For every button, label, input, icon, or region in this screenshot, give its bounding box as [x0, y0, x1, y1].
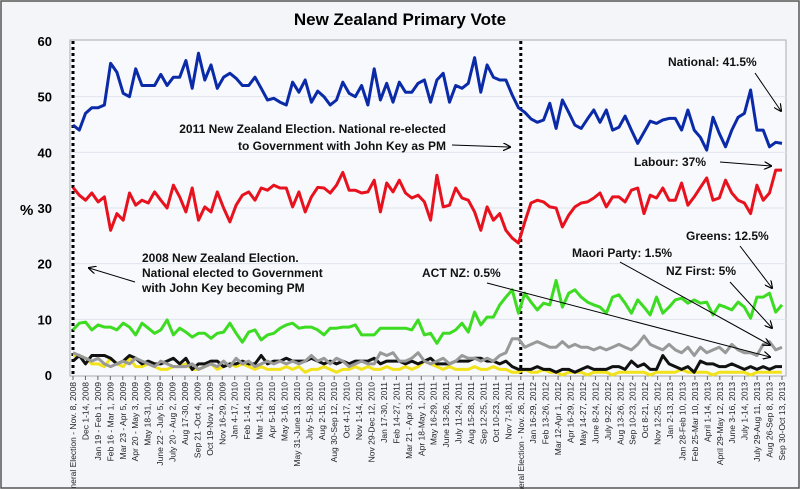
annotation-2008-line1: 2008 New Zealand Election. — [142, 251, 299, 265]
x-tick-label: Aug 13-26, 2012 — [615, 382, 625, 445]
x-tick-label: Feb 25-Mar 10, 2013 — [690, 382, 700, 462]
x-tick-label: Apr 20 - May 3, 2009 — [130, 382, 140, 462]
arrow-greens — [739, 245, 772, 288]
x-tick-label: Nov 29-Dec 12, 2010 — [367, 382, 377, 463]
series-line-nzfirst — [72, 334, 783, 371]
x-tick-label: Feb 13-26, 2012 — [541, 382, 551, 445]
arrow-act — [486, 282, 770, 357]
x-tick-label: Oct 10-23, 2011 — [491, 382, 501, 443]
x-tick-label: Jan 16-29, 2012 — [528, 382, 538, 444]
y-tick-label: 0 — [45, 368, 52, 383]
x-tick-label: June 8-24, 2012 — [590, 382, 600, 444]
x-tick-label: May 31-June 13, 2010 — [292, 382, 302, 467]
y-tick-label: 40 — [38, 145, 52, 160]
arrow-labour — [719, 162, 771, 166]
x-tick-label: Jan 4-17, 2010 — [230, 382, 240, 439]
x-tick-label: May 14-27, 2012 — [578, 382, 588, 446]
annotation-nzfirst: NZ First: 5% — [666, 264, 736, 278]
arrow-2008-election — [89, 268, 136, 283]
x-tick-label: Oct 4-17, 2010 — [342, 382, 352, 439]
x-tick-label: June 13-26, 2011 — [441, 382, 451, 448]
x-tick-label: May 18-31, 2009 — [143, 382, 153, 446]
x-tick-label: Mar 21 - Apr 3, 2011 — [404, 382, 414, 459]
arrow-nzfirst — [729, 281, 772, 328]
x-tick-label: July 11-24, 2011 — [454, 382, 464, 444]
x-tick-label: Sep 21 -Oct 4, 2009 — [192, 382, 202, 458]
x-tick-label: Sep 12-25, 2011 — [478, 382, 488, 444]
x-tick-label: July 29-Aug 11, 2013 — [752, 382, 762, 462]
x-tick-label: Apr 16-29, 2012 — [566, 382, 576, 443]
annotation-2008-line2: National elected to Government — [142, 266, 323, 280]
x-tick-label: Feb 1-14, 2010 — [242, 382, 252, 440]
x-tick-label: July 5-18, 2010 — [304, 382, 314, 440]
x-tick-label: April 1-14, 2013 — [702, 382, 712, 442]
x-tick-label: Sep 30-Oct 13, 2013 — [777, 382, 787, 461]
series-line-maori — [72, 354, 782, 374]
x-tick-label: April 29-May 12, 2013 — [715, 382, 725, 465]
x-tick-label: Oct 19-Nov 1, 2009 — [205, 382, 215, 456]
x-tick-label: Feb 14-27, 2011 — [391, 382, 401, 444]
series-line-national — [72, 51, 783, 152]
x-tick-label: Aug 30-Sep 12, 2010 — [329, 382, 339, 463]
x-tick-label: Nov 7-18, 2011 — [503, 382, 513, 440]
annotation-act: ACT NZ: 0.5% — [422, 266, 501, 280]
x-tick-label: July 20 - Aug 2, 2009 — [168, 382, 178, 462]
x-tick-label: Sep 10-23, 2012 — [628, 382, 638, 445]
arrow-national — [754, 72, 781, 111]
series-line-greens — [71, 278, 784, 345]
x-tick-label: Apr 18-May 1, 2011 — [416, 382, 426, 456]
x-tick-label: Aug 17-30, 2009 — [180, 382, 190, 445]
y-tick-label: 60 — [38, 34, 52, 49]
x-tick-label: General Election - Nov. 8, 2008 — [68, 382, 78, 489]
chart-title: New Zealand Primary Vote — [294, 10, 506, 29]
series-line-labour — [71, 168, 782, 245]
x-tick-label: Feb 16 - Mar 1, 2009 — [105, 382, 115, 462]
x-tick-label: Jan 2-13, 2013 — [665, 382, 675, 439]
x-tick-label: May 3-16, 2010 — [279, 382, 289, 441]
y-tick-label: 50 — [38, 90, 52, 105]
annotation-maori: Maori Party: 1.5% — [572, 246, 672, 260]
y-axis-label: % — [20, 202, 33, 219]
x-tick-label: Mar 12-Apr 1, 2012 — [553, 382, 563, 456]
x-tick-label: June 22 - July 5, 2009 — [155, 382, 165, 466]
y-tick-label: 20 — [38, 257, 52, 272]
annotation-2008-line3: with John Key becoming PM — [141, 281, 305, 295]
x-tick-label: General Election - Nov. 26, 2011 — [516, 382, 526, 489]
arrow-maori — [619, 261, 770, 345]
x-tick-label: June 3-16, 2013 — [727, 382, 737, 444]
x-tick-label: Jan 17-30, 2011 — [379, 382, 389, 443]
x-tick-label: Aug 26-Sep 8, 2013 — [765, 382, 775, 458]
x-tick-label: Aug 2-15, 2010 — [317, 382, 327, 440]
x-tick-label: July 1-14, 2013 — [740, 382, 750, 440]
annotation-national: National: 41.5% — [668, 55, 757, 69]
annotation-2011-line1: 2011 New Zealand Election. National re-e… — [179, 122, 446, 136]
x-tick-label: May 16-29, 2011 — [429, 382, 439, 445]
annotation-2011-line2: to Government with John Key as PM — [238, 139, 446, 153]
x-tick-label: Dec 1-14, 2008 — [80, 382, 90, 440]
x-tick-label: Nov 12-25, 2012 — [653, 382, 663, 445]
x-tick-label: Jan 28-Feb 10, 2013 — [677, 382, 687, 461]
x-tick-label: Jan 19 - Feb 1, 2009 — [93, 382, 103, 461]
x-tick-label: Nov 16-29, 2009 — [217, 382, 227, 445]
annotation-greens: Greens: 12.5% — [686, 229, 769, 243]
x-tick-label: Mar 23 - Apr 5, 2009 — [118, 382, 128, 460]
annotation-labour: Labour: 37% — [634, 155, 706, 169]
x-tick-label: Aug 15-28, 2011 — [466, 382, 476, 444]
y-tick-label: 30 — [38, 201, 52, 216]
x-tick-label: Nov 1-14, 2010 — [354, 382, 364, 440]
x-tick-label: Apr 5-18, 2010 — [267, 382, 277, 439]
x-tick-label: Mar 1-14, 2010 — [255, 382, 265, 440]
arrow-2011-election — [451, 145, 510, 147]
y-tick-label: 10 — [38, 312, 52, 327]
x-tick-label: July 9-22, 2012 — [603, 382, 613, 440]
x-tick-label: Oct 8-21, 2012 — [640, 382, 650, 439]
